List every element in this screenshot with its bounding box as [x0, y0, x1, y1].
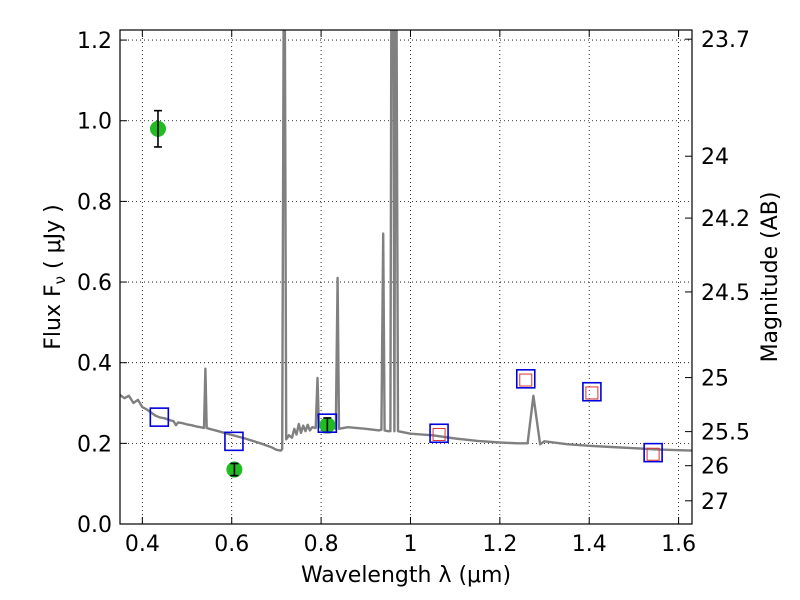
axis-ticks: 0.4 0.6 0.8 1 1.2 1.4 1.6 0.0 0.2 0.4 0.6 0.8 1.0 1.2…	[77, 28, 750, 557]
model-flux-box	[149, 407, 170, 427]
grid-lines	[120, 30, 692, 525]
model-flux-box	[317, 413, 338, 433]
y-axis-title: Flux Fν ( μJy )	[41, 204, 69, 349]
y-tick-label: 0.8	[77, 190, 112, 215]
inner-flux-box	[432, 427, 446, 441]
x-axis-title: Wavelength λ (μm)	[301, 563, 511, 588]
y-tick-label: 1.2	[77, 29, 112, 54]
inner-flux-box	[585, 386, 599, 400]
y2-tick-label: 24.2	[701, 207, 750, 232]
spectrum-line	[120, 30, 692, 452]
y2-tick-label: 24.5	[701, 281, 750, 306]
x-tick-label: 0.8	[304, 532, 339, 557]
y2-tick-label: 27	[701, 490, 729, 515]
inner-flux-box	[519, 373, 533, 387]
y-tick-label: 0.2	[77, 432, 112, 457]
x-tick-label: 0.4	[125, 532, 160, 557]
x-tick-label: 0.6	[214, 532, 249, 557]
x-tick-label: 1.6	[661, 532, 696, 557]
plot-series	[120, 30, 692, 478]
y-tick-label: 0.0	[77, 513, 112, 538]
model-flux-box	[643, 442, 663, 463]
model-flux-box	[224, 431, 244, 452]
model-flux-box	[429, 423, 449, 444]
y2-tick-label: 23.7	[701, 28, 750, 53]
y-axis-title-units: ( μJy )	[41, 204, 66, 276]
x-tick-label: 1.2	[482, 532, 517, 557]
y-tick-label: 1.0	[77, 110, 112, 135]
model-flux-box	[582, 381, 602, 402]
model-flux-box	[515, 369, 536, 389]
y2-axis-title: Magnitude (AB)	[758, 192, 783, 363]
y2-tick-label: 25.5	[701, 421, 750, 446]
x-tick-label: 1	[403, 532, 417, 557]
y2-tick-label: 25	[701, 367, 729, 392]
plot-frame	[119, 29, 693, 525]
y-axis-title-sub: ν	[51, 276, 69, 284]
y2-tick-label: 24	[701, 145, 729, 170]
y2-tick-label: 26	[701, 455, 729, 480]
y-tick-label: 0.6	[77, 271, 112, 296]
y-axis-title-main: Flux F	[41, 284, 66, 349]
x-tick-label: 1.4	[572, 532, 607, 557]
inner-flux-box	[646, 447, 660, 461]
y-tick-label: 0.4	[77, 352, 112, 377]
